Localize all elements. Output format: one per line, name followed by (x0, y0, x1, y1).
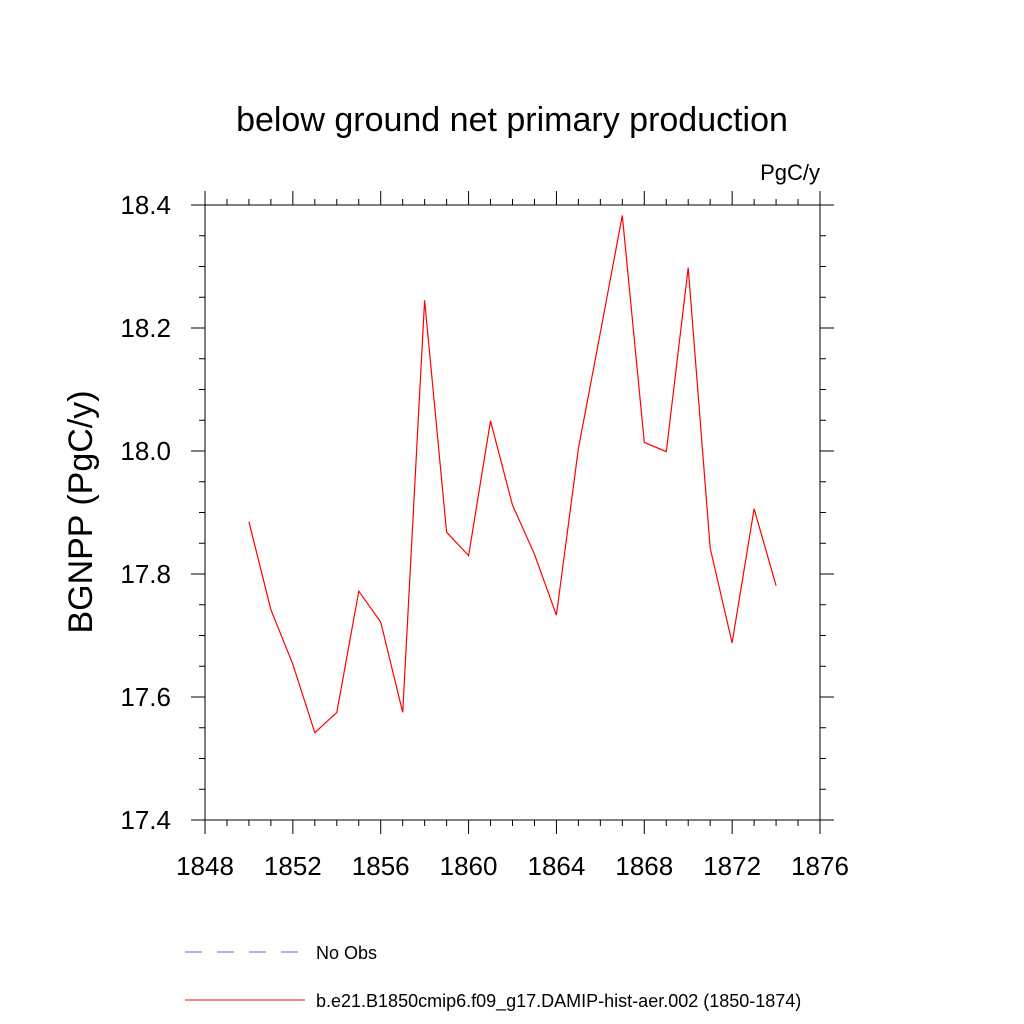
y-tick-label: 17.8 (120, 559, 171, 589)
series-layer (248, 215, 777, 734)
x-tick-label: 1872 (703, 851, 761, 881)
units-label: PgC/y (760, 160, 820, 185)
y-tick-label: 18.2 (120, 313, 171, 343)
x-tick-label: 1848 (176, 851, 234, 881)
x-tick-label: 1860 (440, 851, 498, 881)
legend: No Obs b.e21.B1850cmip6.f09_g17.DAMIP-his… (185, 943, 801, 1012)
x-tick-label: 1856 (352, 851, 410, 881)
y-tick-label: 18.0 (120, 436, 171, 466)
x-tick-label: 1864 (528, 851, 586, 881)
y-tick-label: 17.6 (120, 682, 171, 712)
legend-label: No Obs (316, 943, 377, 963)
y-tick-label: 17.4 (120, 805, 171, 835)
plot-frame (204, 204, 821, 821)
x-tick-label: 1876 (791, 851, 849, 881)
axis-tick-labels: 1848 1852 1856 1860 1864 1868 1872 1876 17.4 17.6… (120, 190, 849, 881)
x-tick-label: 1852 (264, 851, 322, 881)
legend-label: b.e21.B1850cmip6.f09_g17.DAMIP-hist-aer.… (316, 991, 801, 1012)
chart-title: below ground net primary production (236, 101, 788, 139)
series-line (248, 215, 777, 734)
y-axis-label: BGNPP (PgC/y) (62, 390, 100, 633)
x-tick-label: 1868 (615, 851, 673, 881)
axis-ticks (191, 191, 834, 834)
y-tick-label: 18.4 (120, 190, 171, 220)
